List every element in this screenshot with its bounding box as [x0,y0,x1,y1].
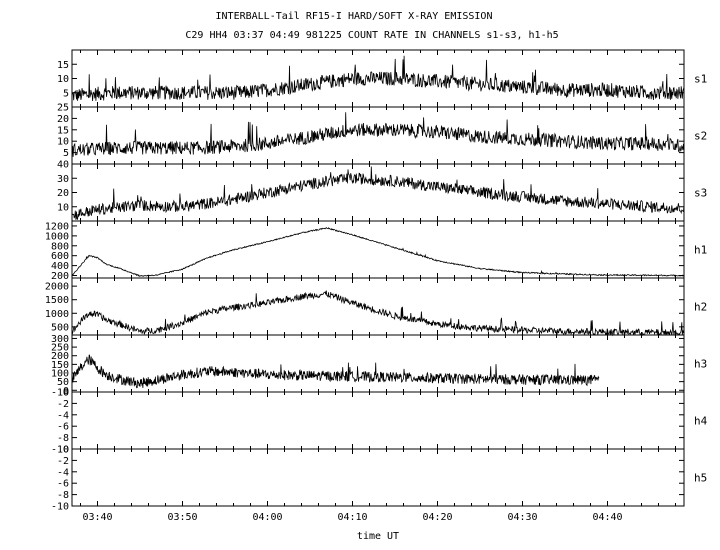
y-tick-label-s2-0: 5 [63,148,69,159]
channel-label-h3: h3 [694,358,707,371]
series-line-s1 [71,55,685,102]
channel-label-h4: h4 [694,415,708,428]
y-tick-label-h4-3: -4 [57,410,69,421]
y-tick-label-h3-3: 100 [51,369,69,380]
x-tick-label-3: 04:10 [337,512,367,523]
y-tick-label-h3-0: -10 [51,388,69,399]
chart-title: INTERBALL-Tail RF15-I HARD/SOFT X-RAY EM… [216,11,493,22]
y-tick-label-h1-4: 1000 [45,231,69,242]
y-tick-label-s3-1: 20 [57,188,69,199]
y-tick-label-s2-2: 15 [57,125,69,136]
channel-label-h2: h2 [694,301,707,314]
y-tick-label-h1-0: 200 [51,271,69,282]
y-tick-label-s2-4: 25 [57,103,69,114]
y-tick-label-h3-2: 50 [57,377,69,388]
y-tick-label-h4-0: -10 [51,445,69,456]
y-tick-label-h1-2: 600 [51,251,69,262]
y-tick-label-s3-3: 40 [57,160,69,171]
panel-stack: 51015s1510152025s210203040s3200400600800… [45,49,708,513]
y-tick-label-h5-1: -8 [57,490,69,501]
y-tick-label-h2-2: 1500 [45,295,69,306]
channel-label-s1: s1 [694,73,707,86]
channel-label-h1: h1 [694,244,707,257]
y-tick-label-h3-7: 300 [51,334,69,345]
y-tick-label-h5-0: -10 [51,502,69,513]
y-tick-label-h5-4: -2 [57,456,69,467]
y-tick-label-h4-4: -2 [57,399,69,410]
y-tick-label-h1-3: 800 [51,241,69,252]
y-tick-label-h3-1: 0 [63,386,69,397]
y-tick-label-h5-2: -6 [57,479,69,490]
panel-s1: 5 10 15 s1 [57,49,707,108]
series-line-h3 [71,354,600,389]
series-line-h1 [71,227,685,277]
y-tick-label-h1-1: 400 [51,261,69,272]
channel-label-s2: s2 [694,130,707,143]
panel-frame-h4 [71,391,685,450]
series-line-h2 [71,290,685,337]
x-tick-label-2: 04:00 [252,512,282,523]
panel-frame-s3 [71,163,685,222]
y-tick-label-h2-1: 1000 [45,309,69,320]
x-tick-label-5: 04:30 [507,512,537,523]
y-tick-label-h5-3: -4 [57,467,69,478]
y-tick-label-s2-1: 10 [57,137,69,148]
x-tick-label-6: 04:40 [592,512,622,523]
y-tick-label-h1-5: 1200 [45,221,69,232]
channel-label-s3: s3 [694,187,707,200]
series-line-s3 [71,166,685,221]
chart-subtitle: C29 HH4 03:37 04:49 981225 COUNT RATE IN… [185,30,558,41]
y-tick-label-h3-5: 200 [51,351,69,362]
channel-label-h5: h5 [694,472,707,485]
y-tick-label-h2-3: 2000 [45,282,69,293]
y-tick-label-h4-2: -6 [57,422,69,433]
x-tick-label-1: 03:50 [167,512,197,523]
y-tick-label-h4-1: -8 [57,433,69,444]
panel-frame-h5 [71,448,685,507]
panel-h2: 500 1000 1500 2000 h2 [45,277,707,337]
y-tick-label-s1-1: 10 [57,74,69,85]
panel-s3: 10 20 30 40 s3 [57,160,707,222]
x-tick-label-0: 03:40 [82,512,112,523]
y-tick-label-s1-2: 15 [57,60,69,71]
panel-frame-s2 [71,106,685,165]
y-tick-label-h3-4: 150 [51,360,69,371]
y-tick-label-h4-5: 0 [63,388,69,399]
y-tick-label-s3-2: 30 [57,174,69,185]
series-line-s2 [71,112,685,157]
y-tick-label-s2-3: 20 [57,114,69,125]
time-axis: 03:40 03:50 04:00 04:10 04:20 04:30 04:40 [82,512,622,523]
y-tick-label-s1-0: 5 [63,88,69,99]
y-tick-label-s3-0: 10 [57,202,69,213]
panel-frame-h1 [71,220,685,279]
x-tick-label-4: 04:20 [422,512,452,523]
y-tick-label-h3-6: 250 [51,343,69,354]
y-tick-label-h5-5: 0 [63,445,69,456]
y-tick-label-h2-0: 500 [51,322,69,333]
x-axis-label: time UT [357,531,399,542]
